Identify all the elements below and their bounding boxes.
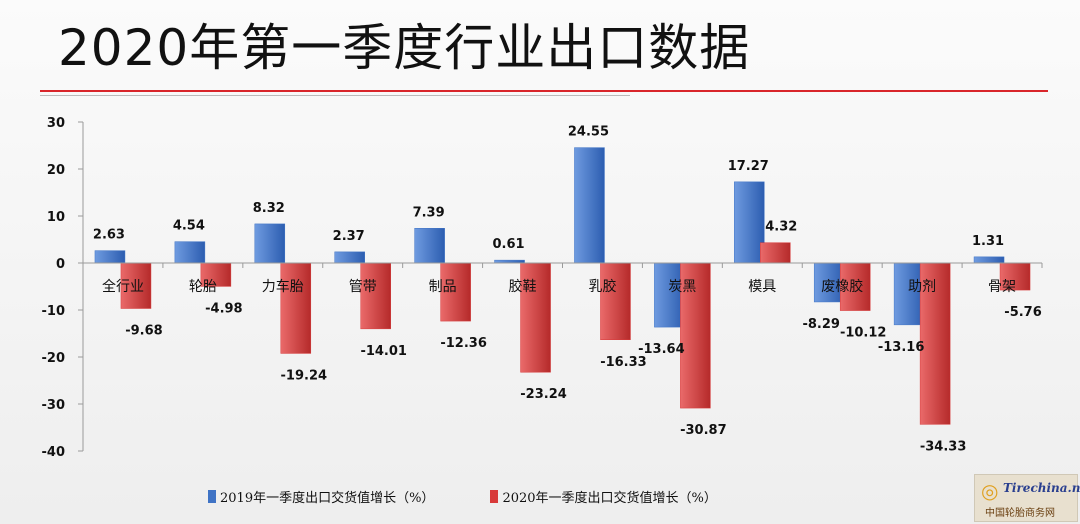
data-label-2020: -19.24 bbox=[281, 368, 328, 383]
data-label-2020: -30.87 bbox=[680, 423, 727, 438]
data-label-2019: 0.61 bbox=[493, 237, 525, 252]
y-tick-label: -40 bbox=[42, 445, 66, 460]
legend-item-2020: 2020年一季度出口交货值增长（%） bbox=[490, 487, 717, 506]
bar-2019 bbox=[734, 181, 765, 264]
bar-2020 bbox=[680, 262, 711, 409]
y-tick-label: -10 bbox=[42, 304, 66, 319]
data-label-2019: 7.39 bbox=[413, 205, 445, 220]
y-tick-label: 0 bbox=[56, 257, 65, 272]
watermark-logo: ◎ Tirechina.net 中国轮胎商务网 bbox=[974, 474, 1080, 522]
category-label: 胶鞋 bbox=[509, 278, 537, 295]
category-label: 制品 bbox=[429, 279, 457, 295]
category-label: 炭黑 bbox=[668, 279, 696, 295]
chart-legend: 2019年一季度出口交货值增长（%） 2020年一季度出口交货值增长（%） bbox=[208, 487, 717, 506]
y-tick-label: -20 bbox=[42, 351, 66, 366]
bar-2019 bbox=[174, 241, 206, 264]
category-label: 骨架 bbox=[988, 279, 1016, 295]
y-tick-label: 10 bbox=[47, 210, 65, 225]
watermark-caption: 中国轮胎商务网 bbox=[985, 508, 1055, 519]
bar-2020 bbox=[760, 242, 791, 264]
bar-2020 bbox=[520, 262, 551, 373]
watermark-brand: Tirechina.net bbox=[1003, 481, 1080, 495]
bar-2020 bbox=[600, 262, 631, 341]
data-label-2019: 2.63 bbox=[93, 228, 125, 243]
data-label-2020: -5.76 bbox=[1004, 305, 1041, 320]
tire-logo-icon: ◎ bbox=[981, 479, 999, 503]
legend-swatch-2019 bbox=[208, 490, 216, 503]
legend-swatch-2020 bbox=[490, 490, 499, 503]
category-label: 管带 bbox=[349, 279, 377, 295]
data-label-2019: 4.54 bbox=[173, 219, 205, 234]
data-label-2020: -34.33 bbox=[920, 439, 967, 454]
legend-label-2020: 2020年一季度出口交货值增长（%） bbox=[502, 491, 717, 506]
bar-2019 bbox=[654, 262, 685, 328]
bar-2020 bbox=[839, 262, 871, 311]
bar-2019 bbox=[254, 223, 286, 264]
title-divider-secondary bbox=[40, 95, 630, 96]
data-label-2020: -10.12 bbox=[840, 326, 887, 341]
title-divider bbox=[40, 90, 1048, 92]
y-tick-label: 30 bbox=[47, 116, 65, 131]
bar-2020 bbox=[999, 262, 1031, 291]
y-tick-label: 20 bbox=[47, 163, 65, 178]
category-label: 模具 bbox=[748, 279, 776, 295]
y-tick-label: -30 bbox=[42, 398, 66, 413]
category-label: 废橡胶 bbox=[821, 278, 863, 295]
data-label-2019: -13.64 bbox=[638, 342, 685, 357]
data-label-2019: 24.55 bbox=[568, 125, 609, 140]
bar-2020 bbox=[280, 262, 312, 354]
category-label: 全行业 bbox=[102, 278, 144, 295]
category-label: 助剂 bbox=[908, 279, 936, 295]
bar-2020 bbox=[440, 262, 471, 322]
data-label-2020: -23.24 bbox=[520, 387, 567, 402]
data-label-2019: -13.16 bbox=[878, 340, 925, 355]
data-label-2019: 17.27 bbox=[728, 159, 769, 174]
data-label-2020: -4.98 bbox=[205, 301, 242, 316]
bar-2019 bbox=[94, 250, 126, 264]
data-label-2019: 2.37 bbox=[333, 229, 365, 244]
data-label-2020: -12.36 bbox=[440, 336, 487, 351]
page-title: 2020年第一季度行业出口数据 bbox=[58, 19, 751, 77]
data-label-2019: 1.31 bbox=[972, 234, 1004, 249]
legend-item-2019: 2019年一季度出口交货值增长（%） bbox=[208, 487, 434, 506]
data-label-2019: 8.32 bbox=[253, 201, 285, 216]
data-label-2020: -9.68 bbox=[125, 323, 162, 338]
data-label-2020: -16.33 bbox=[600, 355, 647, 370]
category-label: 力车胎 bbox=[262, 278, 304, 295]
bar-2020 bbox=[120, 262, 152, 309]
bar-2020 bbox=[360, 262, 391, 330]
bar-2019 bbox=[334, 251, 365, 264]
bar-2019 bbox=[574, 147, 605, 264]
category-label: 乳胶 bbox=[588, 278, 616, 295]
data-label-2020: 4.32 bbox=[765, 220, 797, 235]
bar-2019 bbox=[414, 228, 445, 264]
bar-2020 bbox=[919, 262, 951, 425]
category-label: 轮胎 bbox=[189, 279, 217, 295]
data-label-2020: -14.01 bbox=[360, 344, 407, 359]
bar-2019 bbox=[813, 262, 845, 303]
data-label-2019: -8.29 bbox=[802, 317, 839, 332]
legend-label-2019: 2019年一季度出口交货值增长（%） bbox=[220, 491, 435, 506]
bar-2019 bbox=[973, 256, 1005, 264]
